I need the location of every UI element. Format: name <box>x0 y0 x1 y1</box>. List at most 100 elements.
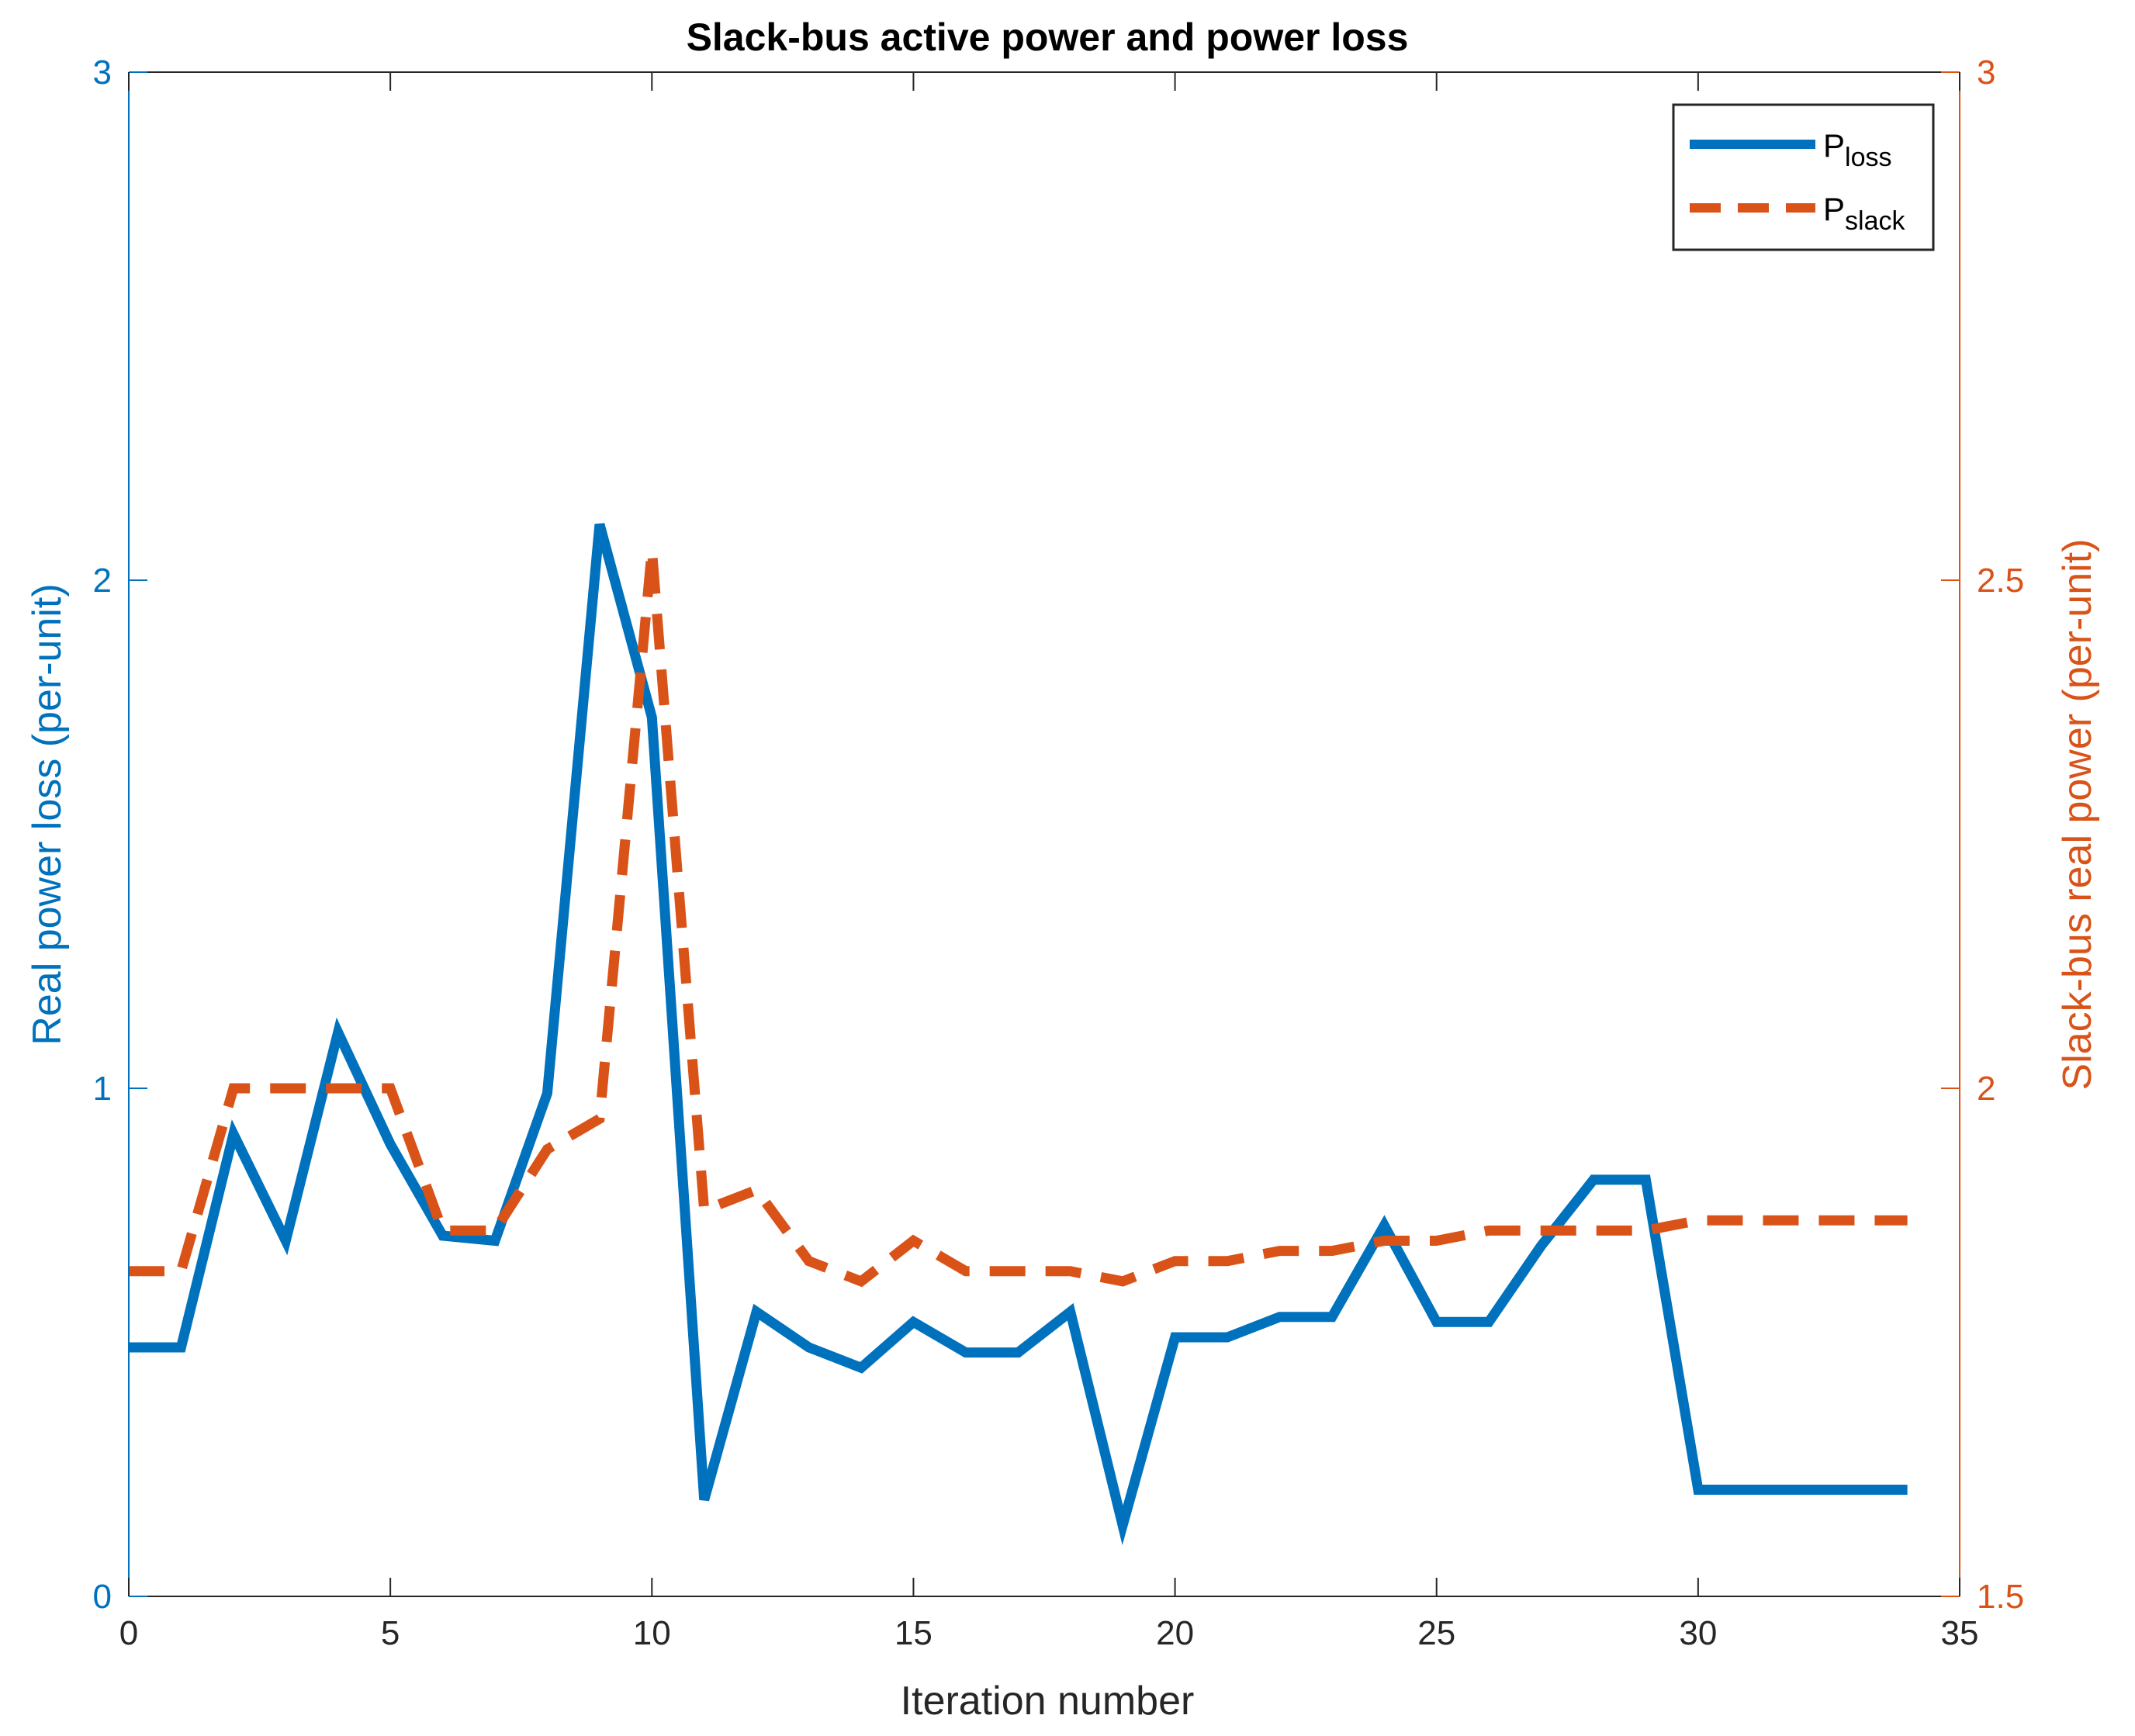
x-axis-title: Iteration number <box>901 1679 1195 1724</box>
data-point-slack-30 <box>1697 1219 1699 1221</box>
data-point-slack-31 <box>1749 1219 1751 1221</box>
data-point-slack-22 <box>1279 1250 1280 1252</box>
data-point-loss-16 <box>965 1352 967 1354</box>
legend-label-ploss-main: P <box>1823 127 1845 164</box>
data-point-loss-11 <box>704 1499 705 1501</box>
x-tick-label: 5 <box>381 1614 400 1652</box>
data-point-slack-13 <box>808 1261 810 1262</box>
data-point-loss-25 <box>1436 1321 1438 1323</box>
data-point-slack-1 <box>180 1271 182 1272</box>
x-tick-label: 25 <box>1417 1614 1455 1652</box>
data-point-slack-21 <box>1227 1261 1228 1262</box>
data-point-loss-30 <box>1697 1489 1699 1490</box>
data-point-loss-18 <box>1070 1311 1071 1312</box>
data-point-loss-4 <box>337 1032 339 1033</box>
data-point-slack-17 <box>1017 1271 1019 1272</box>
data-point-loss-15 <box>912 1321 914 1323</box>
series-line-slack <box>129 549 1908 1288</box>
data-point-slack-3 <box>285 1088 286 1089</box>
right-y-tick-label: 3 <box>1977 54 1995 92</box>
data-point-slack-11 <box>704 1209 705 1211</box>
data-point-slack-25 <box>1436 1240 1438 1242</box>
data-point-slack-10 <box>651 549 652 551</box>
data-point-loss-3 <box>285 1240 286 1242</box>
data-point-loss-31 <box>1749 1489 1751 1490</box>
data-point-slack-15 <box>912 1240 914 1242</box>
data-point-loss-6 <box>442 1235 444 1236</box>
data-point-loss-1 <box>180 1347 182 1348</box>
data-point-loss-10 <box>651 717 652 718</box>
x-tick-label: 15 <box>894 1614 933 1652</box>
right-axis-title: Slack-bus real power (per-unit) <box>2055 539 2100 1091</box>
data-point-slack-16 <box>965 1271 967 1272</box>
data-point-slack-32 <box>1802 1219 1804 1221</box>
data-point-loss-13 <box>808 1347 810 1348</box>
data-point-loss-32 <box>1802 1489 1804 1490</box>
data-point-slack-26 <box>1488 1229 1490 1231</box>
data-point-slack-5 <box>389 1088 391 1089</box>
data-point-slack-29 <box>1645 1229 1646 1231</box>
chart-title: Slack-bus active power and power loss <box>687 16 1409 59</box>
x-tick-label: 35 <box>1941 1614 1979 1652</box>
left-y-tick-label: 0 <box>93 1578 112 1616</box>
legend-box <box>1672 103 1935 251</box>
data-point-loss-19 <box>1122 1524 1123 1526</box>
data-point-loss-20 <box>1175 1337 1176 1338</box>
data-point-slack-4 <box>337 1088 339 1089</box>
data-point-slack-34 <box>1907 1219 1908 1221</box>
left-y-tick-label: 3 <box>93 54 112 92</box>
x-tick-label: 30 <box>1679 1614 1717 1652</box>
data-point-loss-14 <box>860 1367 862 1368</box>
data-point-loss-5 <box>389 1143 391 1145</box>
right-y-tick-label: 2.5 <box>1977 562 2024 600</box>
data-point-slack-24 <box>1383 1240 1385 1242</box>
data-point-loss-12 <box>756 1311 757 1312</box>
right-y-tick-label: 2 <box>1977 1070 1995 1108</box>
left-y-tick-label: 1 <box>93 1070 112 1108</box>
legend-label-pslack-main: P <box>1823 191 1845 227</box>
x-tick-label: 10 <box>633 1614 671 1652</box>
data-point-loss-17 <box>1017 1352 1019 1354</box>
legend-label-ploss-sub: loss <box>1845 143 1891 172</box>
data-point-slack-20 <box>1175 1261 1176 1262</box>
data-point-loss-26 <box>1488 1321 1490 1323</box>
x-tick-label: 20 <box>1156 1614 1194 1652</box>
data-point-loss-8 <box>546 1093 548 1095</box>
left-axis-title: Real power loss (per-unit) <box>25 583 70 1045</box>
left-y-tick-label: 2 <box>93 562 112 600</box>
data-point-slack-19 <box>1122 1281 1123 1282</box>
legend-label-pslack-sub: slack <box>1845 206 1905 236</box>
data-point-slack-27 <box>1541 1229 1542 1231</box>
data-point-loss-23 <box>1331 1316 1333 1318</box>
data-point-loss-28 <box>1593 1179 1594 1181</box>
data-point-loss-24 <box>1383 1225 1385 1226</box>
data-point-slack-18 <box>1070 1271 1071 1272</box>
data-point-slack-28 <box>1593 1229 1594 1231</box>
data-point-loss-22 <box>1279 1316 1280 1318</box>
data-point-loss-29 <box>1645 1179 1646 1181</box>
data-point-slack-12 <box>756 1189 757 1191</box>
legend-label-pslack: Pslack <box>1823 191 1905 236</box>
data-point-slack-9 <box>599 1118 600 1119</box>
data-point-slack-6 <box>442 1229 444 1231</box>
right-y-tick-label: 1.5 <box>1977 1578 2024 1616</box>
legend: Ploss Pslack <box>1672 103 1935 251</box>
data-point-slack-33 <box>1854 1219 1856 1221</box>
data-point-slack-2 <box>233 1088 234 1089</box>
data-point-loss-27 <box>1541 1245 1542 1247</box>
data-point-slack-14 <box>860 1281 862 1282</box>
data-point-loss-7 <box>494 1240 496 1242</box>
data-point-slack-23 <box>1331 1250 1333 1252</box>
data-point-slack-8 <box>546 1149 548 1150</box>
data-point-loss-9 <box>599 524 600 525</box>
legend-label-ploss: Ploss <box>1823 127 1891 172</box>
x-tick-label: 0 <box>119 1614 138 1652</box>
data-point-loss-21 <box>1227 1337 1228 1338</box>
data-point-loss-33 <box>1854 1489 1856 1490</box>
series-line-loss <box>129 523 1908 1545</box>
data-point-loss-2 <box>233 1133 234 1135</box>
data-point-loss-34 <box>1907 1489 1908 1490</box>
